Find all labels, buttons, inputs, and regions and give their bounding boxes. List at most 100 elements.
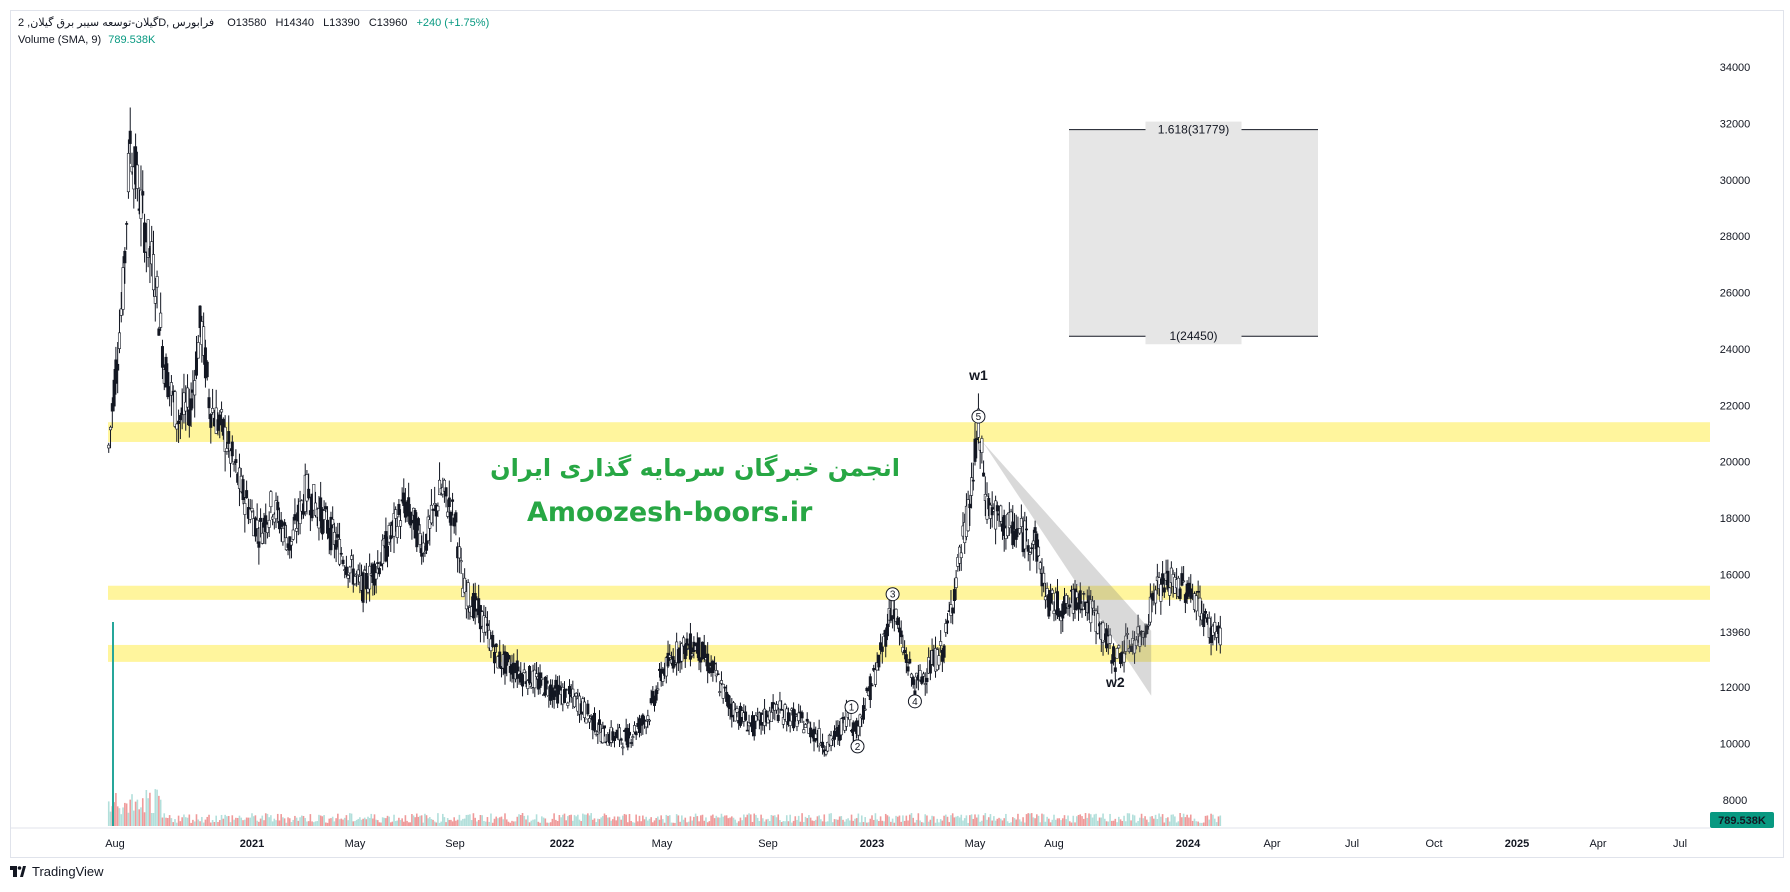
candle-body xyxy=(293,514,297,521)
volume-bar xyxy=(140,807,142,826)
candle-body xyxy=(418,533,422,545)
candle-body xyxy=(896,617,900,626)
candle-body xyxy=(1196,591,1200,593)
volume-bar xyxy=(184,817,187,826)
volume-bar xyxy=(1126,813,1129,826)
symbol-name[interactable]: گیلان-توسعه سیبر برق گیلان, 2D, فرابورس xyxy=(18,17,215,29)
volume-bar xyxy=(941,820,944,826)
candle-body xyxy=(626,728,630,748)
volume-bar xyxy=(943,815,945,826)
candle-body xyxy=(918,670,922,681)
volume-bar xyxy=(926,815,928,826)
candle-body xyxy=(377,568,381,575)
volume-bar xyxy=(251,813,253,826)
volume-bar xyxy=(782,821,785,826)
volume-bar xyxy=(1109,813,1111,826)
volume-bar xyxy=(749,814,752,826)
x-tick-label: Apr xyxy=(1263,838,1280,850)
candle-body xyxy=(395,526,399,538)
volume-bar xyxy=(433,821,436,826)
volume-bar xyxy=(525,819,527,826)
volume-bar xyxy=(1161,814,1164,826)
volume-bar xyxy=(199,821,201,826)
candle-body xyxy=(897,627,901,633)
volume-bar xyxy=(866,822,868,826)
volume-bar xyxy=(256,820,258,826)
candle-body xyxy=(673,663,677,666)
volume-bar xyxy=(1191,820,1194,826)
volume-bar xyxy=(398,817,400,826)
candle-body xyxy=(114,359,118,384)
volume-bar xyxy=(994,820,997,826)
volume-bar xyxy=(627,822,629,826)
volume-bar xyxy=(170,818,173,826)
volume-bar xyxy=(319,815,322,826)
candle-body xyxy=(911,676,915,685)
candle-body xyxy=(1178,588,1182,599)
candle-body xyxy=(556,684,560,704)
volume-bar xyxy=(675,814,678,826)
volume-bar xyxy=(799,821,802,826)
volume-bar xyxy=(725,815,728,826)
volume-bar xyxy=(957,815,959,826)
volume-bar xyxy=(500,816,503,826)
volume-bar xyxy=(893,822,896,826)
volume-bar xyxy=(1195,821,1198,826)
volume-bar xyxy=(316,821,319,826)
volume-bar xyxy=(391,821,394,826)
volume-label[interactable]: Volume (SMA, 9) xyxy=(18,34,102,46)
volume-bar xyxy=(862,822,865,826)
volume-bar xyxy=(888,816,890,826)
volume-bar xyxy=(383,817,386,826)
candle-body xyxy=(646,715,650,720)
tradingview-brand[interactable]: TradingView xyxy=(32,864,104,879)
candle-body xyxy=(745,729,749,732)
candle-body xyxy=(545,680,549,684)
volume-bar xyxy=(876,819,878,826)
volume-bar xyxy=(156,789,158,826)
volume-bar xyxy=(349,813,351,826)
tradingview-logo-icon[interactable] xyxy=(10,865,26,878)
y-tick-label: 22000 xyxy=(1720,400,1751,412)
candle-body xyxy=(117,332,121,349)
volume-bar xyxy=(1075,816,1078,826)
candle-body xyxy=(564,688,568,691)
volume-bar xyxy=(331,816,334,826)
x-tick-label: May xyxy=(965,838,986,850)
volume-bar xyxy=(1084,813,1087,826)
volume-bar xyxy=(981,820,983,826)
volume-bar xyxy=(396,820,399,826)
candle-body xyxy=(368,565,372,590)
volume-bar xyxy=(801,813,803,826)
volume-bar xyxy=(1056,818,1059,826)
volume-bar xyxy=(497,818,499,826)
volume-bar xyxy=(476,821,478,826)
volume-bar xyxy=(662,819,664,826)
volume-bar xyxy=(245,817,248,826)
volume-bar xyxy=(1077,814,1080,826)
volume-bar xyxy=(1201,822,1203,826)
volume-bar xyxy=(694,813,697,826)
candle-body xyxy=(1068,604,1072,608)
candle-body xyxy=(1218,627,1222,646)
volume-bar xyxy=(640,821,642,826)
y-tick-label: 24000 xyxy=(1720,344,1751,356)
volume-bar xyxy=(615,820,617,826)
watermark-site: Amoozesh-boors.ir xyxy=(527,497,813,528)
volume-bar xyxy=(774,815,776,826)
volume-bar xyxy=(226,816,228,826)
volume-bar xyxy=(835,819,837,826)
y-tick-label: 12000 xyxy=(1720,682,1751,694)
candle-body xyxy=(721,683,725,699)
candle-body xyxy=(682,637,686,647)
candle-body xyxy=(1045,588,1049,596)
volume-bar xyxy=(670,822,673,826)
volume-bar xyxy=(833,819,836,826)
volume-bar xyxy=(486,817,489,826)
candle-body xyxy=(726,694,730,708)
volume-bar xyxy=(633,822,636,826)
volume-bar xyxy=(855,818,858,826)
volume-bar xyxy=(595,822,597,826)
volume-bar xyxy=(307,821,310,826)
